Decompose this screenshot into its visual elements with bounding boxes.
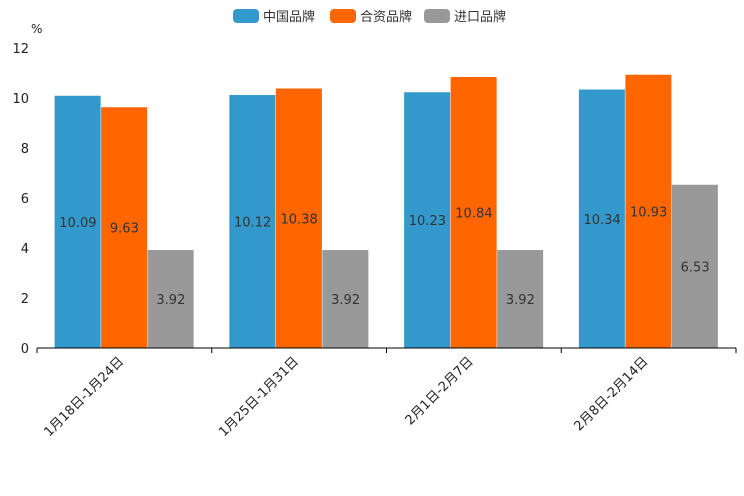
legend-label: 合资品牌	[360, 9, 412, 25]
data-label: 10.38	[281, 212, 318, 227]
bar	[450, 77, 497, 348]
data-label: 3.92	[156, 293, 185, 308]
data-label: 10.84	[455, 207, 492, 222]
y-tick-label: 10	[12, 92, 29, 107]
data-label: 10.09	[59, 216, 96, 231]
legend: 中国品牌 合资品牌 进口品牌	[233, 9, 506, 25]
y-tick-label: 2	[21, 292, 29, 307]
bar	[229, 95, 276, 348]
data-label: 3.92	[506, 293, 535, 308]
bar	[54, 95, 101, 348]
bar	[578, 89, 625, 348]
data-labels: 10.09 9.63 3.92 10.12 10.38 3.92 10.23 10.84 3.9…	[59, 205, 709, 308]
x-tick-label: 2月1日-2月7日	[403, 354, 477, 428]
legend-item: 中国品牌	[233, 9, 315, 25]
y-tick-label: 8	[21, 142, 29, 157]
legend-swatch	[330, 9, 356, 23]
y-tick-label: 4	[21, 242, 29, 257]
bar	[671, 184, 718, 348]
x-tick-label: 2月8日-2月14日	[572, 354, 652, 434]
x-tick-label: 1月18日-1月24日	[41, 354, 127, 440]
bar	[101, 107, 148, 348]
data-label: 10.12	[234, 216, 271, 231]
data-label: 10.93	[630, 205, 667, 220]
legend-swatch	[233, 9, 259, 23]
legend-label: 进口品牌	[454, 9, 506, 25]
data-label: 3.92	[331, 293, 360, 308]
x-axis: 1月18日-1月24日 1月25日-1月31日 2月1日-2月7日 2月8日-2月14…	[36, 347, 737, 440]
legend-item: 进口品牌	[424, 9, 506, 25]
y-tick-label: 0	[21, 342, 29, 357]
legend-label: 中国品牌	[263, 9, 315, 25]
legend-item: 合资品牌	[330, 9, 412, 25]
data-label: 9.63	[110, 222, 139, 237]
bar	[147, 250, 194, 348]
bar	[275, 88, 322, 348]
bar	[497, 250, 544, 348]
data-label: 10.23	[409, 214, 446, 229]
y-tick-label: 12	[12, 42, 29, 57]
legend-swatch	[424, 9, 450, 23]
y-axis-ticks: 0 2 4 6 8 10 12	[12, 42, 29, 357]
x-tick-label: 1月25日-1月31日	[216, 354, 302, 440]
bar	[625, 74, 672, 348]
data-label: 10.34	[584, 213, 621, 228]
bar	[404, 92, 451, 348]
y-tick-label: 6	[21, 192, 29, 207]
data-label: 6.53	[681, 260, 710, 275]
bars	[54, 74, 718, 348]
y-axis-unit-label: %	[31, 22, 42, 36]
bar	[322, 250, 369, 348]
